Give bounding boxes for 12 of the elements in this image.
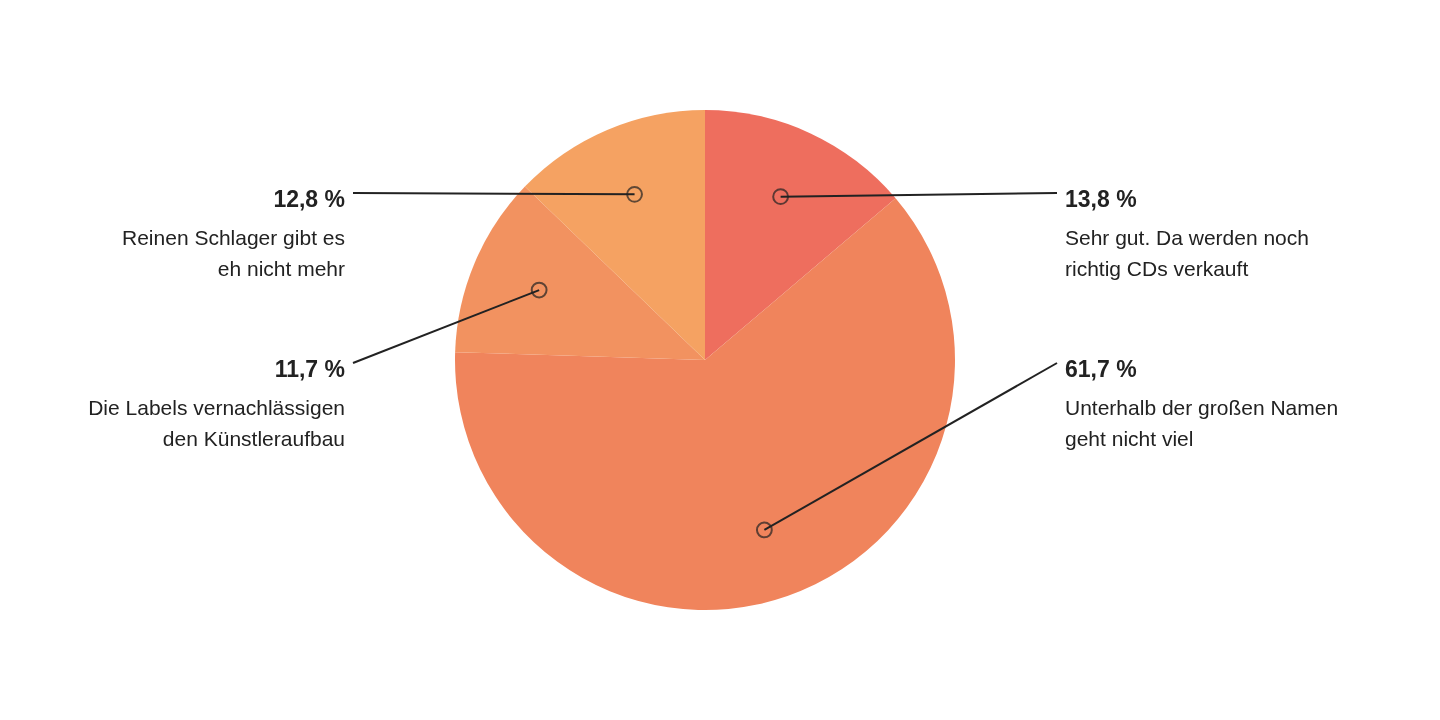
slice-label: Unterhalb der großen Namen geht nicht viel — [1065, 396, 1339, 450]
pie-slice — [524, 110, 705, 360]
data-label: 13,8 % — [1065, 186, 1137, 212]
slice-label: Die Labels vernachlässigen den Künstleraufbau — [88, 396, 345, 450]
slice-label: Reinen Schlager gibt es eh nicht mehr — [122, 226, 345, 280]
pie-slice — [455, 186, 705, 360]
pie-slice — [455, 198, 955, 610]
pie-slice — [705, 110, 896, 360]
data-label: 61,7 % — [1065, 356, 1137, 382]
slice-label: Sehr gut. Da werden noch richtig CDs verkauft — [1065, 226, 1309, 280]
data-label: 12,8 % — [273, 186, 345, 212]
data-label: 11,7 % — [274, 356, 345, 382]
